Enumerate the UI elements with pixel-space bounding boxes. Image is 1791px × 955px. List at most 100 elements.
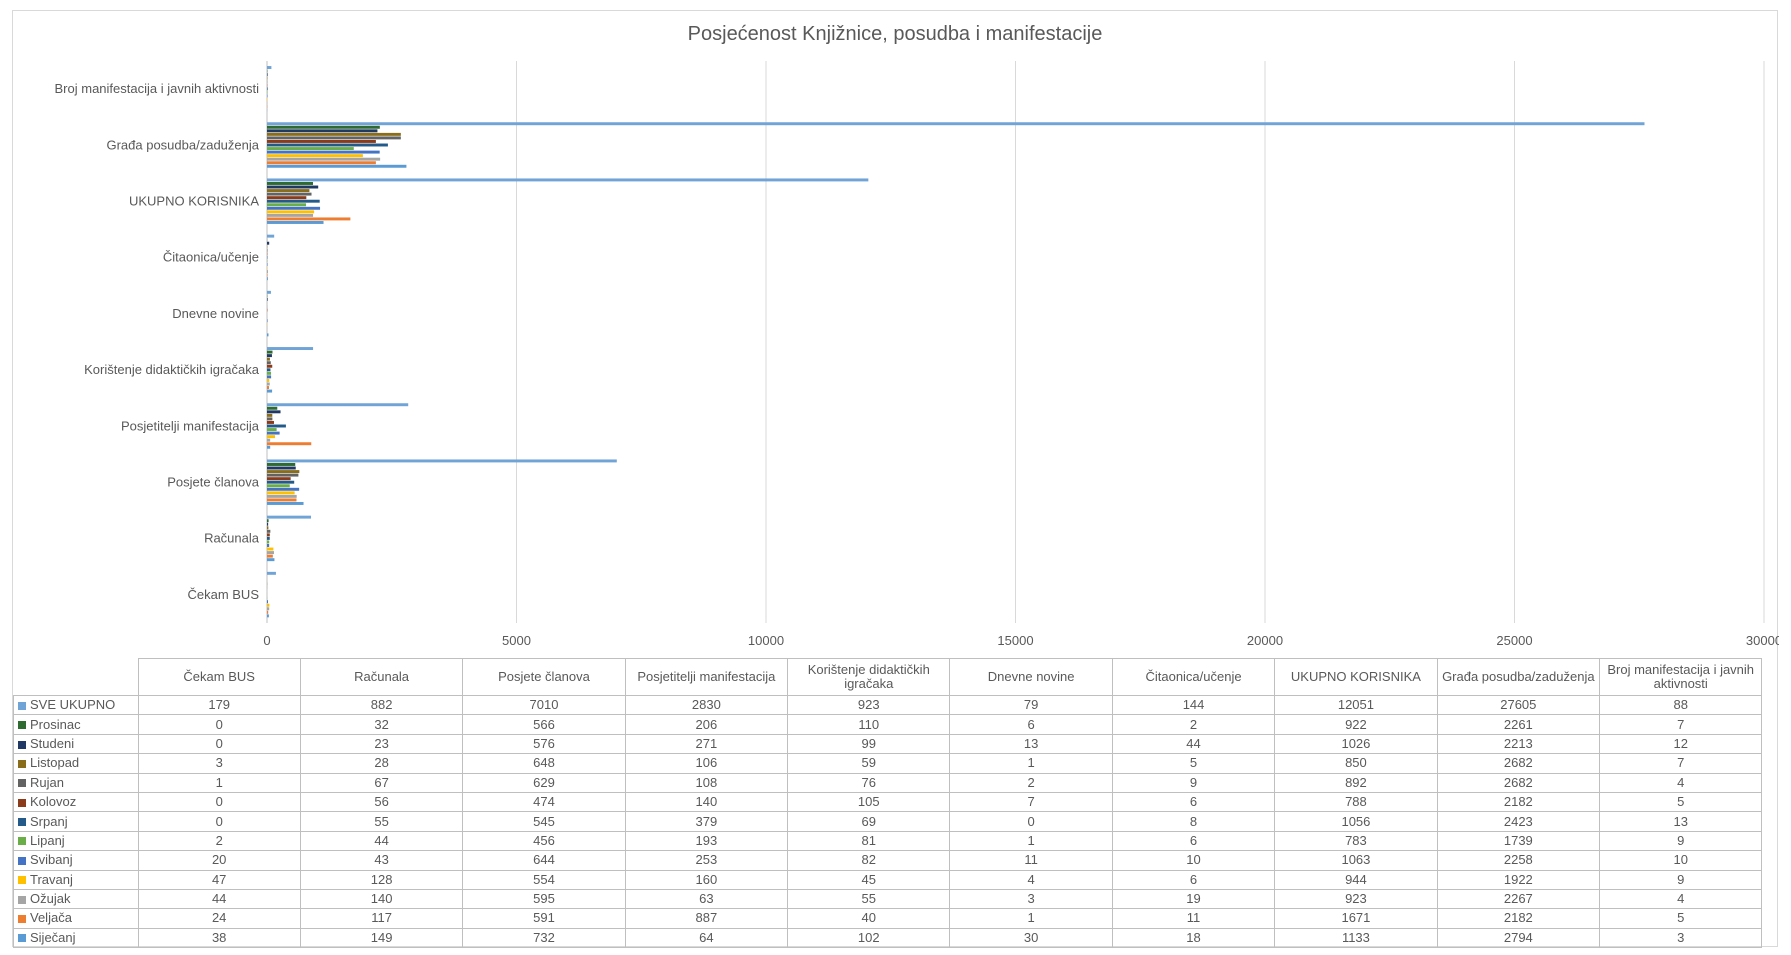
category-label: Računala xyxy=(204,531,260,546)
bar xyxy=(267,428,277,432)
table-cell: 193 xyxy=(624,830,789,852)
table-cell: 0 xyxy=(137,791,301,813)
table-cell: 2 xyxy=(949,772,1113,793)
bar xyxy=(267,206,321,210)
bar xyxy=(267,445,271,449)
table-cell: 23 xyxy=(299,733,464,755)
table-cell: 2682 xyxy=(1436,753,1601,774)
table-cell: 18 xyxy=(1111,927,1276,949)
bar xyxy=(267,494,297,498)
table-cell: 76 xyxy=(787,772,951,793)
table-cell: 2682 xyxy=(1436,772,1601,793)
table-cell: 55 xyxy=(299,811,464,832)
bar xyxy=(267,406,278,410)
bar xyxy=(267,270,268,274)
table-row: Kolovoz 0 56 474 140 105 7 6 788 2182 5 xyxy=(13,791,1763,813)
table-row: Rujan 1 67 629 108 76 2 9 892 2682 4 xyxy=(13,772,1763,793)
bar xyxy=(267,157,381,161)
bar xyxy=(267,522,269,526)
table-cell: 3 xyxy=(137,753,301,774)
table-row: Srpanj 0 55 545 379 69 0 8 1056 2423 13 xyxy=(13,811,1763,832)
bar xyxy=(267,533,270,537)
bar xyxy=(267,185,319,189)
table-cell: 2 xyxy=(137,830,301,852)
table-row: SVE UKUPNO 179 882 7010 2830 923 79 144 12051 276… xyxy=(13,694,1763,716)
table-cell: 102 xyxy=(787,927,951,949)
bar xyxy=(267,547,274,551)
bar xyxy=(267,154,363,158)
table-cell: 7010 xyxy=(462,694,626,716)
table-cell: 67 xyxy=(299,772,464,793)
bar xyxy=(267,558,275,562)
bar xyxy=(267,420,274,424)
x-tick-label: 5000 xyxy=(502,633,531,648)
bar xyxy=(267,273,268,277)
x-tick-label: 0 xyxy=(263,633,270,648)
category-label: Dnevne novine xyxy=(172,306,259,321)
bar xyxy=(267,389,273,393)
bar xyxy=(267,413,273,417)
series-label: Studeni xyxy=(13,733,139,755)
legend-key xyxy=(18,876,26,885)
bar xyxy=(267,442,312,446)
table-column-header: Korištenje didaktičkih igračaka xyxy=(787,658,951,696)
bar xyxy=(267,498,297,502)
table-cell: 140 xyxy=(299,888,464,910)
series-name: Ožujak xyxy=(30,891,71,907)
legend-key xyxy=(18,740,26,749)
bar xyxy=(267,431,280,435)
series-label: Travanj xyxy=(13,869,139,890)
table-cell: 576 xyxy=(462,733,626,755)
table-cell: 8 xyxy=(1111,811,1276,832)
bar xyxy=(267,182,314,185)
bar xyxy=(267,438,271,442)
bar xyxy=(267,164,407,168)
series-name: Prosinac xyxy=(30,716,81,732)
table-cell: 40 xyxy=(787,908,951,929)
bar xyxy=(267,139,376,143)
table-cell: 644 xyxy=(462,850,626,871)
category-label: Posjetitelji manifestacija xyxy=(121,418,260,433)
legend-key xyxy=(18,934,26,943)
table-body: SVE UKUPNO 179 882 7010 2830 923 79 144 12051 276… xyxy=(13,694,1763,949)
bar xyxy=(267,491,295,495)
table-cell: 106 xyxy=(624,753,789,774)
table-cell: 140 xyxy=(624,791,789,813)
table-cell: 44 xyxy=(299,830,464,852)
bar xyxy=(267,551,274,555)
table-cell: 19 xyxy=(1111,888,1276,910)
table-row: Ožujak 44 140 595 63 55 3 19 923 2267 4 xyxy=(13,888,1763,910)
bar xyxy=(267,382,270,386)
table-cell: 28 xyxy=(299,753,464,774)
table-cell: 12051 xyxy=(1274,694,1438,716)
bar xyxy=(267,463,296,466)
table-cell: 108 xyxy=(624,772,789,793)
series-label: Siječanj xyxy=(13,927,139,949)
table-cell: 10 xyxy=(1111,850,1276,871)
table-cell: 144 xyxy=(1111,694,1276,716)
table-cell: 9 xyxy=(1111,772,1276,793)
table-cell: 6 xyxy=(1111,830,1276,852)
table-column-header: Čitaonica/učenje xyxy=(1111,658,1276,696)
table-column-header: Dnevne novine xyxy=(949,658,1113,696)
bar xyxy=(267,277,268,281)
table-cell: 2267 xyxy=(1436,888,1601,910)
table-cell: 30 xyxy=(949,927,1113,949)
table-column-header: Broj manifestacija i javnih aktivnosti xyxy=(1599,658,1763,696)
table-cell: 64 xyxy=(624,927,789,949)
table-cell: 648 xyxy=(462,753,626,774)
bar xyxy=(267,147,354,151)
table-cell: 88 xyxy=(1599,694,1763,716)
series-label: Veljača xyxy=(13,908,139,929)
table-cell: 105 xyxy=(787,791,951,813)
table-cell: 2182 xyxy=(1436,908,1601,929)
bar xyxy=(267,217,351,221)
bar xyxy=(267,87,268,91)
x-tick-label: 25000 xyxy=(1496,633,1532,648)
category-label: Broj manifestacija i javnih aktivnosti xyxy=(55,81,260,96)
bar xyxy=(267,536,270,540)
x-tick-label: 15000 xyxy=(997,633,1033,648)
series-name: Srpanj xyxy=(30,813,68,829)
table-cell: 788 xyxy=(1274,791,1438,813)
bar xyxy=(267,544,270,547)
